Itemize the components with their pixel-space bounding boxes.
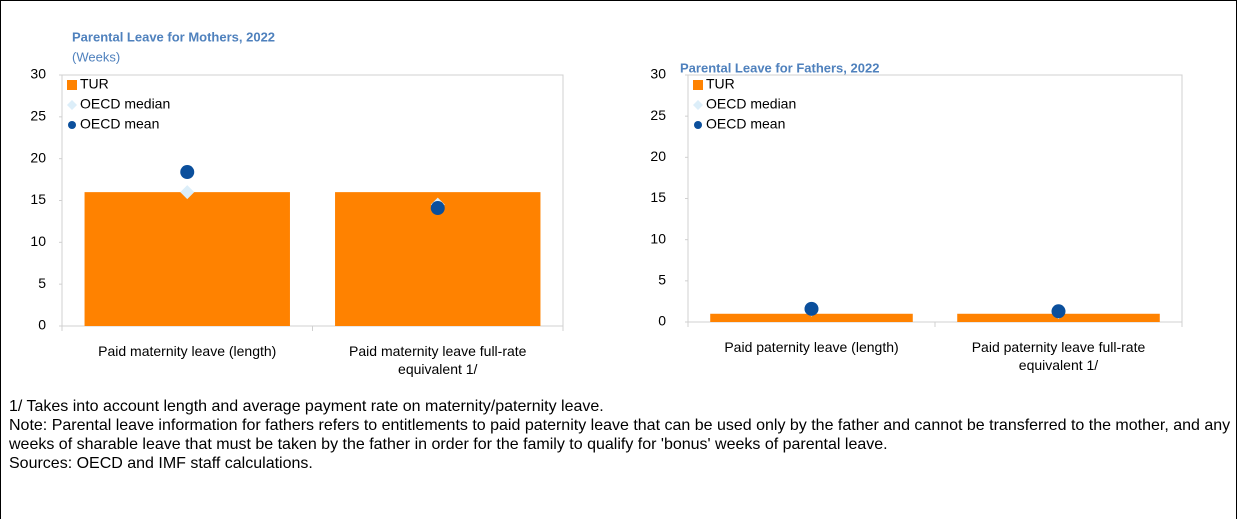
- y-tick-label: 20: [30, 149, 46, 165]
- y-tick-label: 25: [30, 108, 46, 124]
- legend-swatch: [67, 80, 77, 90]
- legend-label: TUR: [706, 76, 735, 92]
- y-tick-label: 0: [658, 313, 666, 329]
- legend-swatch: [67, 100, 77, 110]
- legend-swatch: [694, 121, 702, 129]
- y-tick-label: 10: [30, 233, 46, 249]
- note: Sources: OECD and IMF staff calculations…: [9, 455, 313, 472]
- chart-title: Parental Leave for Fathers, 2022: [680, 60, 879, 75]
- y-tick-label: 5: [38, 275, 46, 291]
- y-tick-label: 0: [38, 317, 46, 333]
- legend-label: OECD mean: [80, 116, 159, 132]
- chart-title: Parental Leave for Mothers, 2022: [72, 29, 275, 44]
- y-tick-label: 25: [650, 107, 666, 123]
- notes: 1/ Takes into account length and average…: [9, 397, 1231, 473]
- legend-label: OECD median: [80, 96, 170, 112]
- mean-marker: [1051, 304, 1066, 319]
- mean-marker: [804, 301, 819, 316]
- y-tick-label: 15: [30, 191, 46, 207]
- mean-marker: [430, 201, 445, 216]
- y-tick-label: 5: [658, 272, 666, 288]
- legend-label: TUR: [80, 76, 109, 92]
- plot-frame: [687, 74, 1183, 323]
- legend-label: OECD median: [706, 96, 796, 112]
- x-tick-label: Paid maternity leave (length): [98, 343, 277, 359]
- median-marker: [180, 185, 195, 200]
- y-tick-label: 20: [650, 148, 666, 164]
- note: Note: Parental leave information for fat…: [9, 417, 1231, 453]
- bar: [84, 192, 290, 326]
- note: 1/ Takes into account length and average…: [9, 398, 604, 415]
- bar: [710, 313, 913, 322]
- x-tick-label: Paid maternity leave full-rate equivalen…: [349, 343, 527, 377]
- legend-swatch: [693, 100, 703, 110]
- y-tick-label: 30: [30, 66, 46, 82]
- y-tick-label: 30: [650, 66, 666, 82]
- x-tick-label: Paid paternity leave (length): [724, 339, 899, 355]
- legend-label: OECD mean: [706, 116, 785, 132]
- legend-swatch: [693, 80, 703, 90]
- mean-marker: [180, 165, 195, 180]
- chart-subtitle: (Weeks): [72, 49, 120, 64]
- legend-swatch: [68, 121, 76, 129]
- x-tick-label: Paid paternity leave full-rate equivalen…: [971, 339, 1146, 373]
- y-tick-label: 10: [650, 230, 666, 246]
- y-tick-label: 15: [650, 189, 666, 205]
